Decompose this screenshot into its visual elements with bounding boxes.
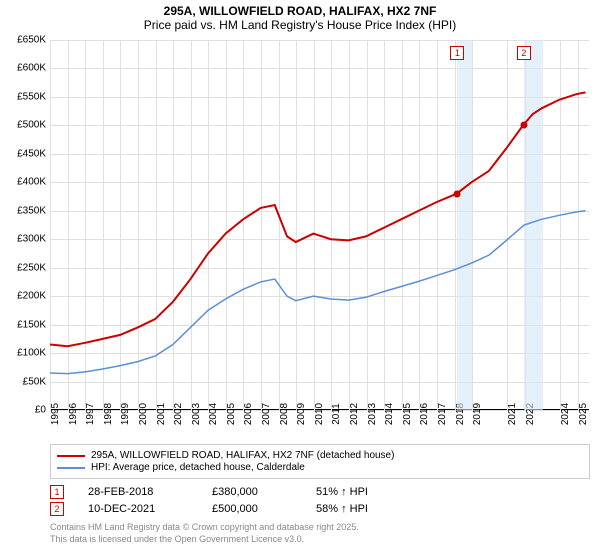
y-tick-label: £100K [17,348,46,359]
y-tick-label: £550K [17,91,46,102]
y-tick-label: £200K [17,291,46,302]
chart-subtitle: Price paid vs. HM Land Registry's House … [0,18,600,32]
chart-title: 295A, WILLOWFIELD ROAD, HALIFAX, HX2 7NF [0,4,600,18]
chart-area: £0£50K£100K£150K£200K£250K£300K£350K£400… [50,40,590,410]
y-tick-label: £50K [23,376,46,387]
sales-table: 1 28-FEB-2018 £380,000 51% ↑ HPI 2 10-DEC-202… [50,485,590,516]
y-tick-label: £350K [17,205,46,216]
sale-tag: 2 [50,502,64,516]
y-tick-label: £300K [17,234,46,245]
series-svg [50,40,589,410]
y-tick-label: £450K [17,148,46,159]
sale-delta: 51% ↑ HPI [316,486,368,498]
sale-marker-dot [454,190,461,197]
y-tick-label: £600K [17,63,46,74]
y-tick-label: £650K [17,35,46,46]
sale-delta: 58% ↑ HPI [316,503,368,515]
legend: 295A, WILLOWFIELD ROAD, HALIFAX, HX2 7NF… [50,444,590,479]
y-tick-label: £400K [17,177,46,188]
footer-line-1: Contains HM Land Registry data © Crown c… [50,522,590,534]
sale-tag: 1 [50,485,64,499]
plot-region: £0£50K£100K£150K£200K£250K£300K£350K£400… [50,40,589,410]
sale-marker-dot [520,122,527,129]
series-price_paid [50,92,585,346]
sale-marker-box: 2 [517,46,531,60]
footer: Contains HM Land Registry data © Crown c… [50,522,590,545]
legend-swatch [57,455,85,457]
footer-line-2: This data is licensed under the Open Gov… [50,534,590,546]
y-tick-label: £500K [17,120,46,131]
y-tick-label: £150K [17,319,46,330]
sale-date: 28-FEB-2018 [88,486,188,498]
legend-row: HPI: Average price, detached house, Cald… [57,462,583,473]
legend-label: 295A, WILLOWFIELD ROAD, HALIFAX, HX2 7NF… [91,450,394,461]
sale-row: 2 10-DEC-2021 £500,000 58% ↑ HPI [50,502,590,516]
title-block: 295A, WILLOWFIELD ROAD, HALIFAX, HX2 7NF… [0,0,600,34]
y-tick-label: £0 [35,405,46,416]
sale-price: £380,000 [212,486,292,498]
legend-label: HPI: Average price, detached house, Cald… [91,462,305,473]
sale-price: £500,000 [212,503,292,515]
sale-date: 10-DEC-2021 [88,503,188,515]
y-tick-label: £250K [17,262,46,273]
sale-row: 1 28-FEB-2018 £380,000 51% ↑ HPI [50,485,590,499]
legend-row: 295A, WILLOWFIELD ROAD, HALIFAX, HX2 7NF… [57,450,583,461]
legend-swatch [57,467,85,469]
sale-marker-box: 1 [450,46,464,60]
